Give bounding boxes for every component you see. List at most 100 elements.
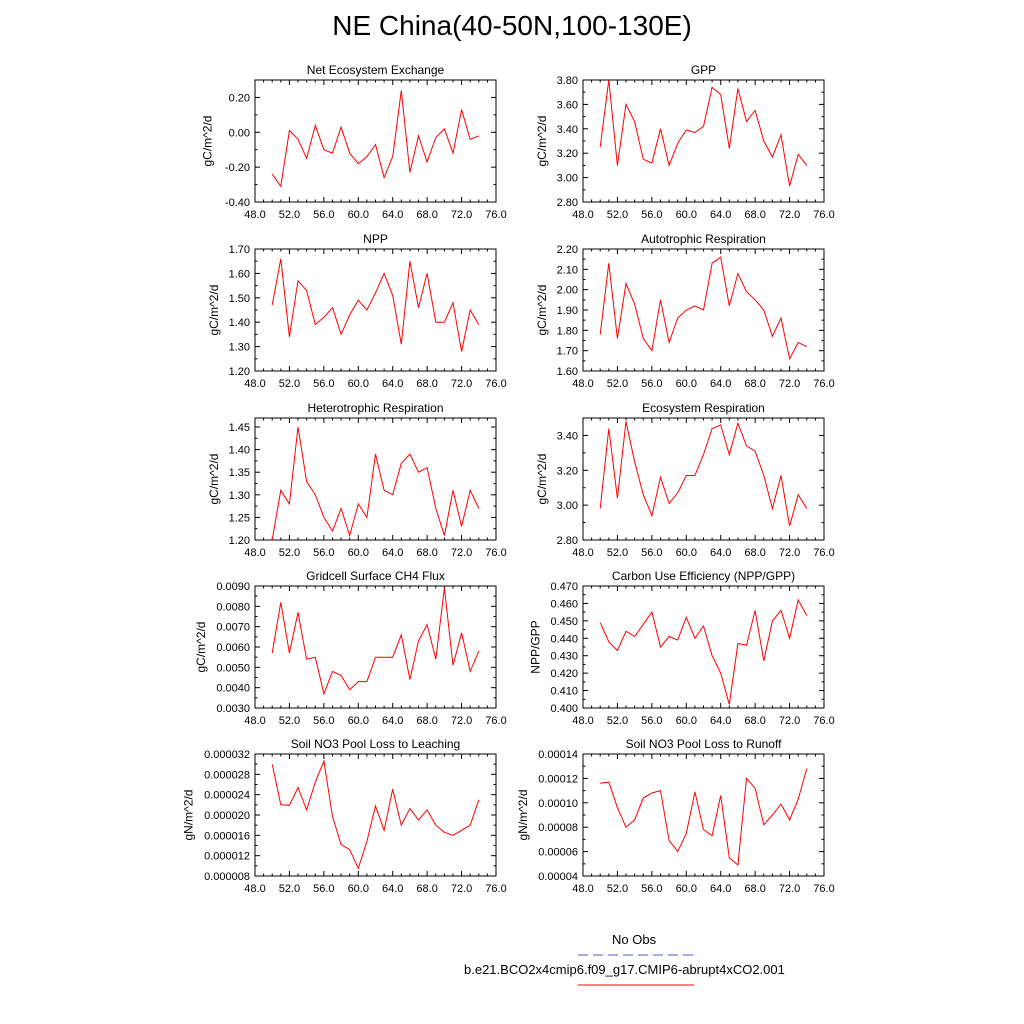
y-tick-label: 1.30 [229,342,250,354]
chart-panel-2: NPP 48.0 52.0 56.0 60.0 64.0 68.0 72.0 76.0 1.20 1… [207,232,507,390]
x-tick-label: 72.0 [451,209,472,221]
y-tick-label: 1.40 [229,445,250,457]
x-tick-label: 76.0 [813,547,834,559]
panel-title: Ecosystem Respiration [642,401,765,415]
panel-title: Soil NO3 Pool Loss to Runoff [626,737,783,751]
series-line [599,79,808,187]
x-tick-label: 72.0 [779,547,800,559]
chart-panel-3: Autotrophic Respiration 48.0 52.0 56.0 60.0 6… [535,232,835,390]
x-tick-label: 52.0 [607,883,628,895]
y-tick-label: 1.35 [229,467,250,479]
x-tick-label: 64.0 [710,715,731,727]
series-line [600,768,808,866]
chart-panel-6: Gridcell Surface CH4 Flux 48.0 52.0 56.0 60.… [194,569,507,727]
y-tick-label: 0.0060 [216,642,250,654]
y-tick-label: 0.470 [550,581,578,593]
y-tick-label: 3.20 [557,148,578,160]
y-tick-label: 1.80 [557,325,578,337]
y-tick-label: 3.40 [557,430,578,442]
y-tick-label: 0.400 [550,703,578,715]
y-tick-label: 3.60 [557,99,578,111]
x-tick-label: 76.0 [485,209,506,221]
x-tick-label: 64.0 [382,715,403,727]
x-tick-label: 56.0 [641,378,662,390]
y-tick-label: 3.80 [557,75,578,87]
y-tick-label: 0.000008 [204,871,250,883]
x-tick-label: 48.0 [244,547,265,559]
y-tick-label: 0.0070 [216,622,250,634]
y-tick-label: 1.20 [229,535,250,547]
x-tick-label: 72.0 [779,378,800,390]
x-tick-label: 64.0 [382,378,403,390]
x-tick-label: 68.0 [744,883,765,895]
y-tick-label: 0.440 [550,633,578,645]
chart-panel-8: Soil NO3 Pool Loss to Leaching 48.0 52.0 56… [182,737,507,895]
x-tick-label: 76.0 [485,547,506,559]
x-tick-label: 72.0 [451,547,472,559]
x-tick-label: 48.0 [244,209,265,221]
series-line [599,421,808,527]
x-tick-label: 64.0 [710,209,731,221]
y-tick-label: 2.80 [557,535,578,547]
x-tick-label: 56.0 [313,378,334,390]
y-tick-label: 3.00 [557,500,578,512]
y-tick-label: 2.00 [557,285,578,297]
y-tick-label: 0.000028 [204,769,250,781]
x-tick-label: 72.0 [451,715,472,727]
y-axis-label: gN/m^2/d [182,790,196,841]
x-tick-label: 68.0 [744,547,765,559]
x-tick-label: 52.0 [607,378,628,390]
x-tick-label: 72.0 [779,209,800,221]
y-tick-label: 0.000012 [204,851,250,863]
x-tick-label: 52.0 [607,209,628,221]
y-tick-label: 1.50 [229,293,250,305]
y-tick-label: 0.00 [229,127,250,139]
y-tick-label: 0.00008 [538,822,578,834]
y-tick-label: 0.420 [550,668,578,680]
panel-title: Soil NO3 Pool Loss to Leaching [291,737,460,751]
x-tick-label: 76.0 [813,715,834,727]
x-tick-label: 76.0 [485,378,506,390]
y-axis-label: gC/m^2/d [201,116,215,167]
y-tick-label: 0.0080 [216,601,250,613]
x-tick-label: 52.0 [279,547,300,559]
x-tick-label: 76.0 [813,883,834,895]
series-line [271,258,480,352]
x-tick-label: 60.0 [348,715,369,727]
y-tick-label: 1.60 [229,268,250,280]
x-tick-label: 52.0 [279,378,300,390]
x-tick-label: 48.0 [244,715,265,727]
x-tick-label: 48.0 [572,547,593,559]
y-tick-label: -0.20 [225,162,250,174]
series-line [271,759,480,870]
y-tick-label: 0.00014 [538,749,578,761]
y-axis-label: gN/m^2/d [516,790,530,841]
x-tick-label: 68.0 [416,209,437,221]
x-tick-label: 76.0 [813,378,834,390]
y-tick-label: 1.25 [229,512,250,524]
y-tick-label: 0.0040 [216,683,250,695]
chart-panel-9: Soil NO3 Pool Loss to Runoff 48.0 52.0 56.0… [516,737,835,895]
y-axis-label: gC/m^2/d [207,285,221,336]
y-tick-label: 1.70 [229,244,250,256]
x-tick-label: 72.0 [779,883,800,895]
x-tick-label: 64.0 [382,883,403,895]
x-tick-label: 56.0 [313,715,334,727]
x-tick-label: 56.0 [313,883,334,895]
x-tick-label: 48.0 [572,378,593,390]
y-tick-label: 0.00004 [538,871,578,883]
y-tick-label: 0.450 [550,616,578,628]
x-tick-label: 56.0 [313,209,334,221]
x-tick-label: 56.0 [641,209,662,221]
series-line [599,256,808,361]
chart-panel-1: GPP 48.0 52.0 56.0 60.0 64.0 68.0 72.0 76.0 2.80 3… [535,63,835,221]
x-tick-label: 48.0 [244,883,265,895]
x-tick-label: 60.0 [348,378,369,390]
y-axis-label: gC/m^2/d [207,454,221,505]
y-tick-label: 0.430 [550,651,578,663]
y-tick-label: 0.000032 [204,749,250,761]
x-tick-label: 68.0 [416,378,437,390]
x-tick-label: 68.0 [744,715,765,727]
x-tick-label: 48.0 [572,209,593,221]
